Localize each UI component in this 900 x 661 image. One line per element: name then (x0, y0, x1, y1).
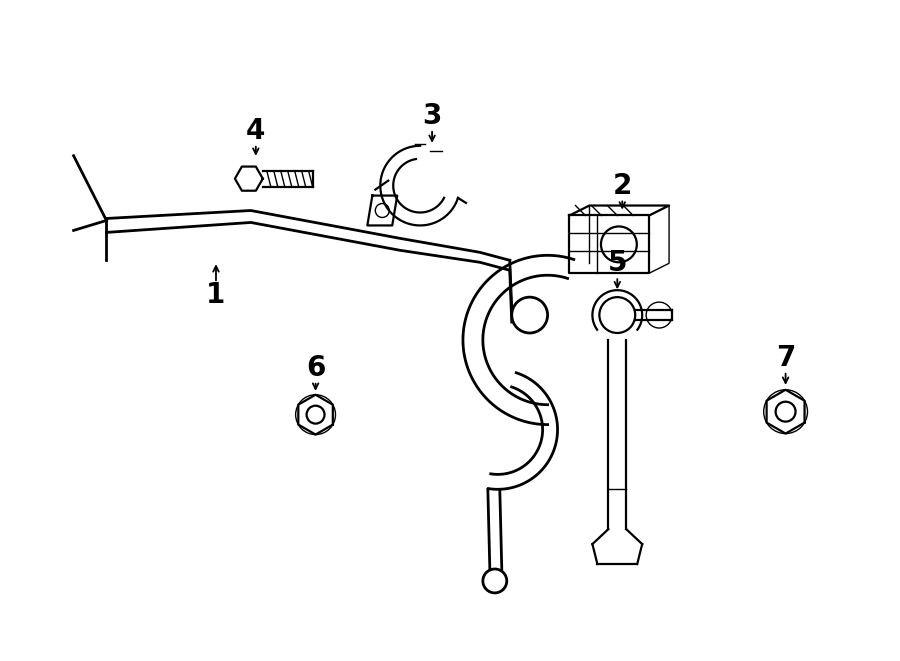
Polygon shape (235, 167, 263, 191)
Text: 1: 1 (206, 281, 226, 309)
Polygon shape (298, 395, 333, 434)
Text: 7: 7 (776, 344, 796, 372)
Text: 2: 2 (613, 172, 632, 200)
Text: 6: 6 (306, 354, 325, 382)
Text: 4: 4 (246, 117, 266, 145)
Polygon shape (767, 390, 805, 434)
Text: 3: 3 (422, 102, 442, 130)
Text: 5: 5 (608, 249, 627, 277)
